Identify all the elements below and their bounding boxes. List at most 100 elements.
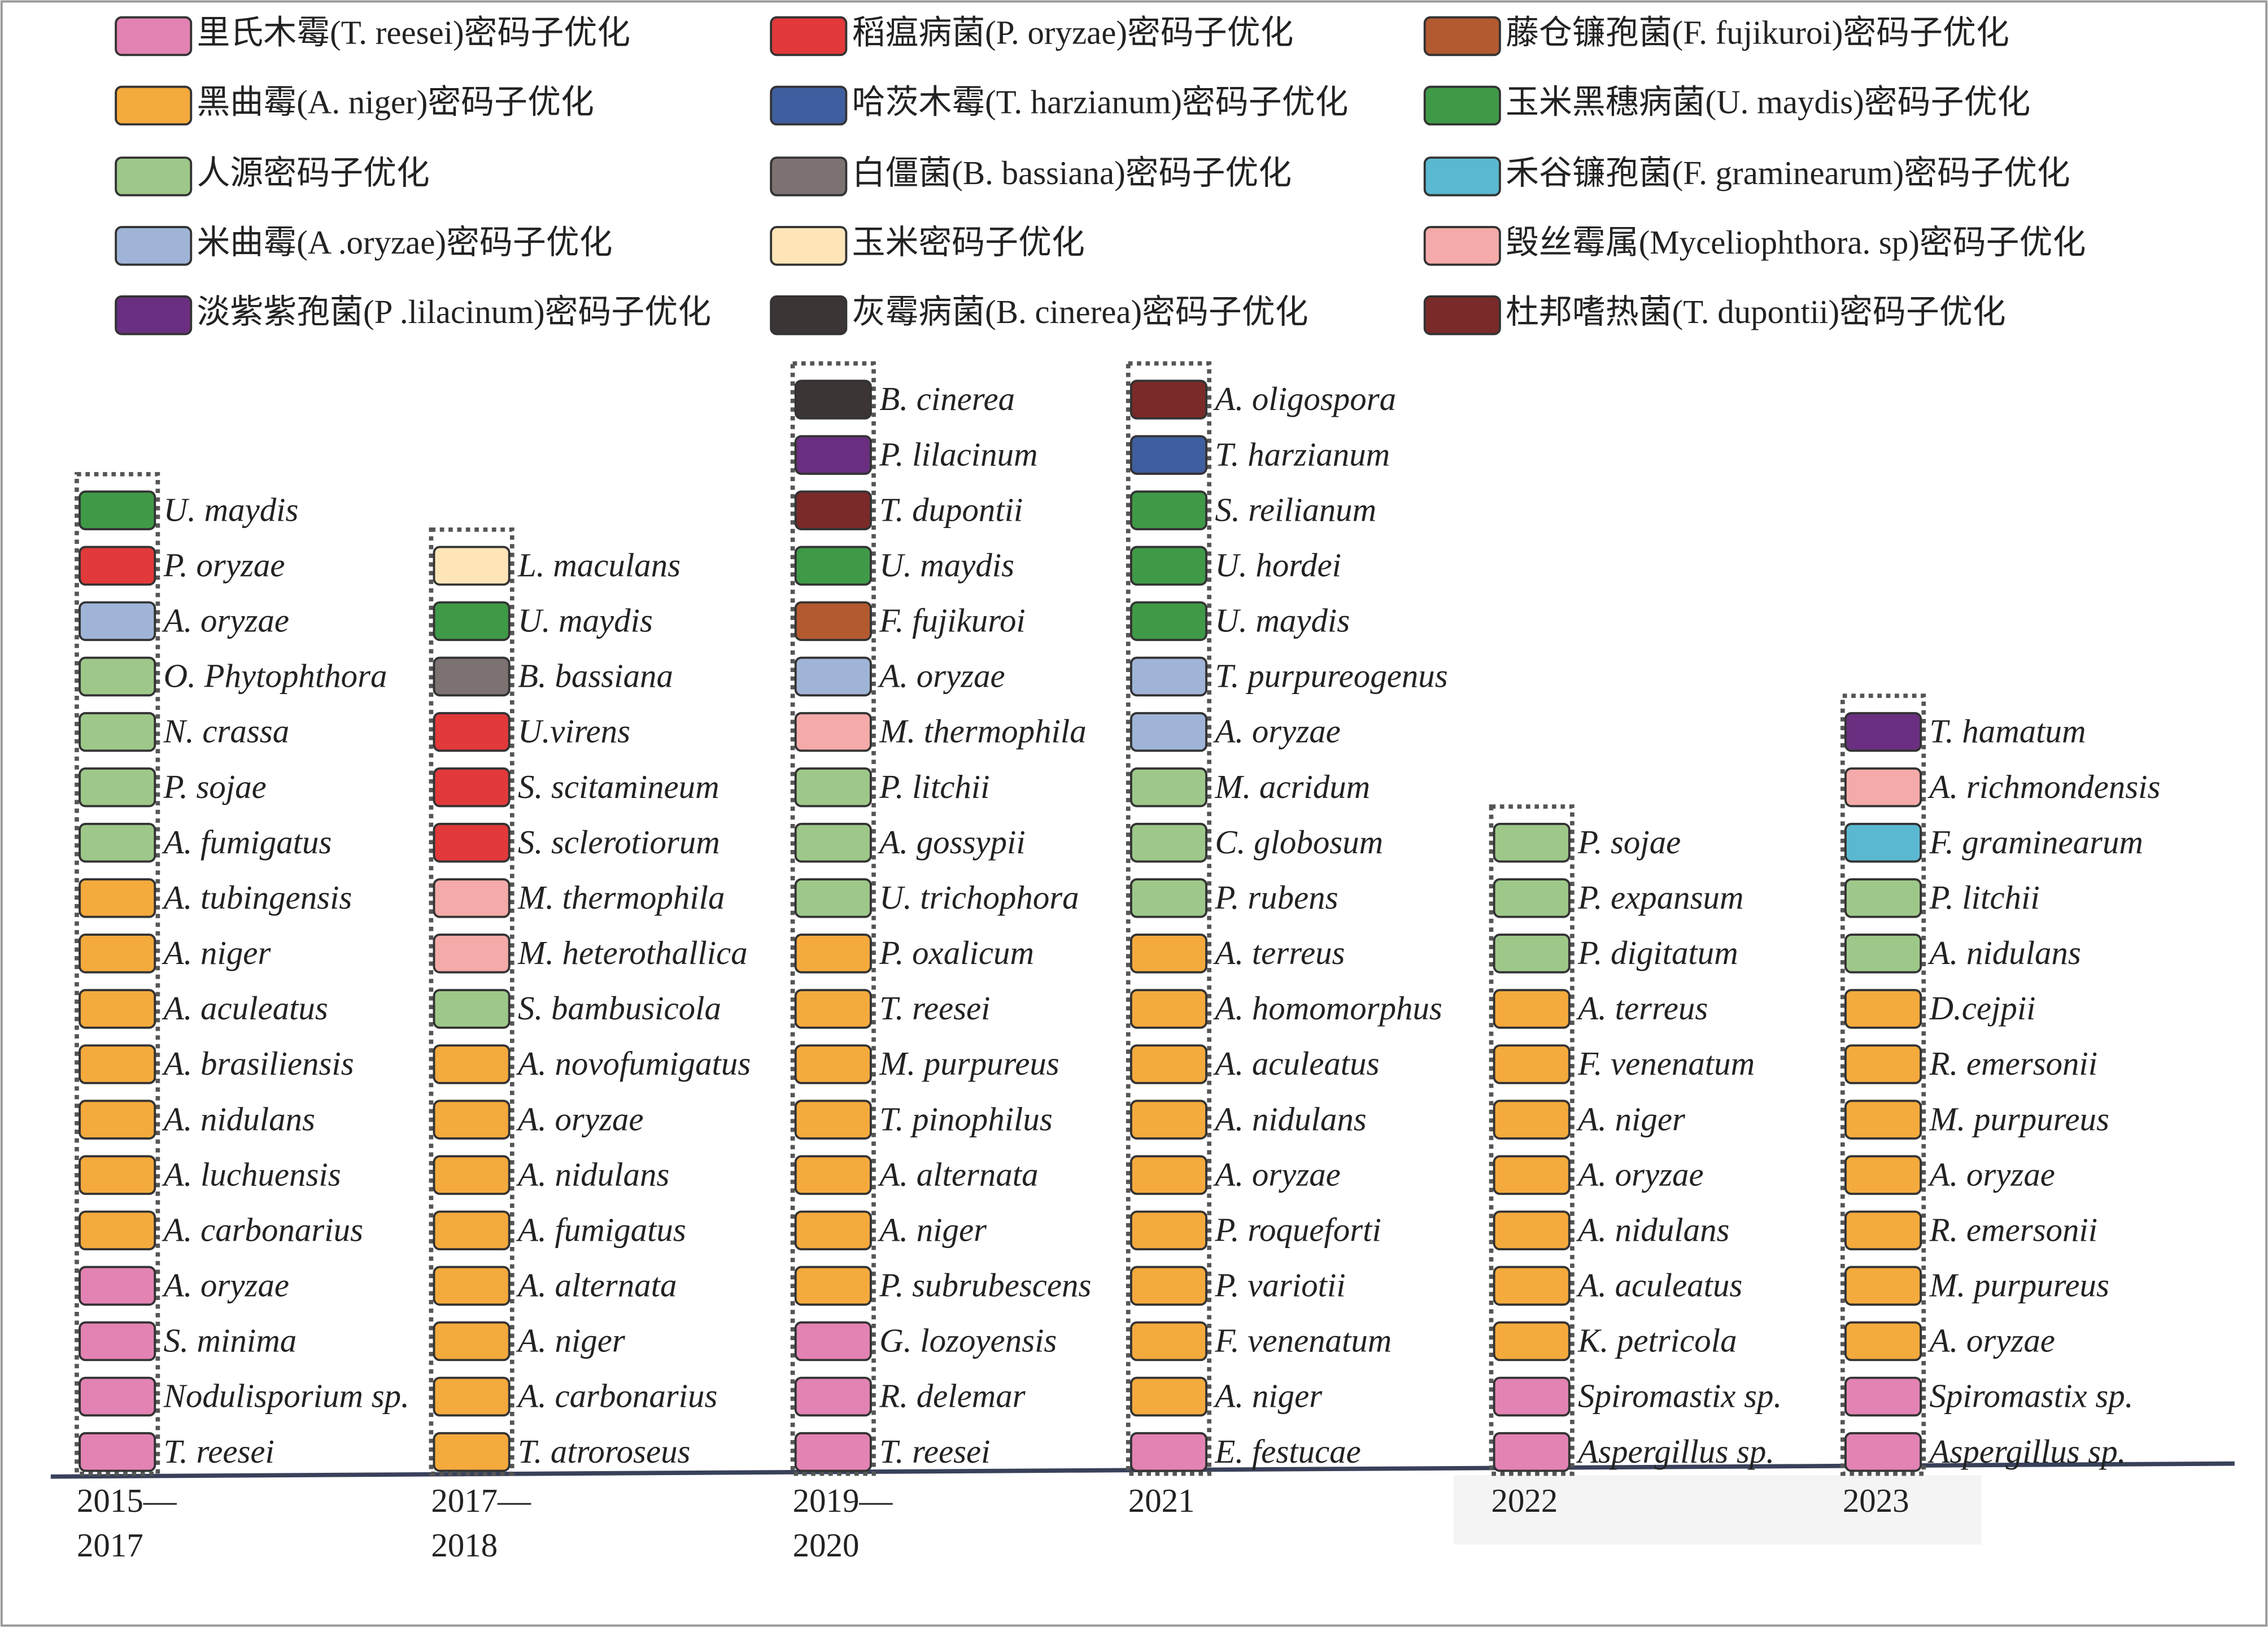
species-label: U. maydis	[879, 547, 1014, 583]
color-box	[1423, 226, 1501, 266]
color-box	[1129, 546, 1207, 586]
color-box	[433, 1044, 511, 1084]
species-label: A. gossypii	[877, 824, 1025, 861]
species-label: A. niger	[1212, 1378, 1323, 1415]
species-label: P. sojae	[163, 769, 267, 805]
species-label: A. tubingensis	[162, 879, 352, 916]
color-box	[1844, 767, 1922, 808]
legend-label: 灰霉病菌(B. cinerea)密码子优化	[852, 294, 1309, 330]
species-label: M. thermophila	[517, 879, 725, 916]
color-box	[115, 226, 193, 266]
color-box	[1129, 1321, 1207, 1362]
period-label: 2017	[77, 1527, 143, 1564]
color-box	[1423, 295, 1501, 335]
color-box	[433, 823, 511, 863]
color-box	[794, 823, 872, 863]
period-label: 2017—	[431, 1482, 531, 1519]
species-label: O. Phytophthora	[164, 658, 387, 695]
species-label: A. niger	[516, 1323, 626, 1359]
species-label: T. hamatum	[1929, 713, 2086, 750]
legend-label: 藤仓镰孢菌(F. fujikuroi)密码子优化	[1506, 15, 2009, 51]
species-label: U. maydis	[518, 603, 653, 639]
species-label: R. emersonii	[1929, 1211, 2097, 1248]
species-label: T. reesei	[879, 1433, 990, 1470]
color-box	[1493, 989, 1571, 1029]
species-label: S. reilianum	[1215, 491, 1376, 528]
period-label: 2023	[1843, 1482, 1909, 1519]
color-box	[78, 656, 156, 697]
species-label: A. niger	[1576, 1101, 1686, 1137]
species-label: F. venenatum	[1214, 1323, 1392, 1359]
color-box	[1493, 878, 1571, 918]
color-box	[1493, 1044, 1571, 1084]
column-frame	[790, 361, 876, 1476]
color-box	[78, 1155, 156, 1195]
color-box	[78, 601, 156, 642]
color-box	[433, 1321, 511, 1362]
color-box	[1129, 1432, 1207, 1472]
species-label: M. heterothallica	[517, 935, 748, 971]
species-label: P. rubens	[1214, 879, 1338, 916]
color-box	[1493, 1432, 1571, 1472]
species-label: P. subrubescens	[879, 1267, 1091, 1304]
color-box	[1844, 1432, 1922, 1472]
species-label: A. oryzae	[877, 658, 1005, 695]
color-box	[78, 1044, 156, 1084]
species-label: A. oryzae	[1212, 1156, 1340, 1193]
species-label: F. graminearum	[1929, 824, 2143, 861]
species-label: A. richmondensis	[1927, 769, 2160, 805]
color-box	[1844, 878, 1922, 918]
species-label: A. luchuensis	[162, 1156, 341, 1193]
color-box	[1129, 823, 1207, 863]
color-box	[1129, 878, 1207, 918]
color-box	[794, 712, 872, 752]
color-box	[1129, 656, 1207, 697]
species-label: T. atroroseus	[518, 1433, 690, 1470]
legend-label: 白僵菌(B. bassiana)密码子优化	[852, 155, 1292, 191]
color-box	[78, 1210, 156, 1251]
color-box	[433, 1376, 511, 1417]
color-box	[794, 1100, 872, 1140]
color-box	[78, 823, 156, 863]
species-label: B. cinerea	[879, 381, 1015, 417]
species-label: P. oxalicum	[879, 935, 1034, 971]
species-label: T. purpureogenus	[1215, 658, 1447, 695]
legend-label: 人源密码子优化	[197, 155, 430, 191]
color-box	[78, 546, 156, 586]
color-box	[433, 1210, 511, 1251]
species-label: N. crassa	[163, 713, 290, 750]
species-label: A. oryzae	[516, 1101, 643, 1137]
color-box	[433, 656, 511, 697]
legend-label: 黑曲霉(A. niger)密码子优化	[197, 84, 594, 120]
color-box	[1493, 1321, 1571, 1362]
species-label: A. oryzae	[1576, 1156, 1703, 1193]
color-box	[78, 1100, 156, 1140]
period-label: 2022	[1491, 1482, 1558, 1519]
legend-label: 哈茨木霉(T. harzianum)密码子优化	[852, 84, 1349, 120]
color-box	[794, 1321, 872, 1362]
species-label: A. fumigatus	[516, 1211, 686, 1248]
species-label: A. oryzae	[162, 603, 289, 639]
legend-label: 里氏木霉(T. reesei)密码子优化	[197, 15, 631, 51]
species-label: K. petricola	[1577, 1323, 1737, 1359]
species-label: U. maydis	[164, 491, 299, 528]
species-label: S. minima	[164, 1323, 297, 1359]
color-box	[794, 656, 872, 697]
species-label: A. nidulans	[1576, 1211, 1729, 1248]
color-box	[433, 878, 511, 918]
species-label: A. fumigatus	[162, 824, 332, 861]
species-label: T. harzianum	[1215, 436, 1390, 473]
legend-label: 玉米黑穗病菌(U. maydis)密码子优化	[1506, 84, 2030, 120]
species-label: U. hordei	[1215, 547, 1341, 583]
color-box	[433, 1266, 511, 1306]
color-box	[433, 712, 511, 752]
species-label: D.cejpii	[1929, 990, 2035, 1027]
species-label: A. carbonarius	[162, 1211, 363, 1248]
color-box	[1844, 712, 1922, 752]
color-box	[1844, 989, 1922, 1029]
legend-label: 玉米密码子优化	[852, 224, 1085, 261]
color-box	[1493, 1210, 1571, 1251]
species-label: A. aculeatus	[1212, 1045, 1379, 1082]
color-box	[115, 295, 193, 335]
